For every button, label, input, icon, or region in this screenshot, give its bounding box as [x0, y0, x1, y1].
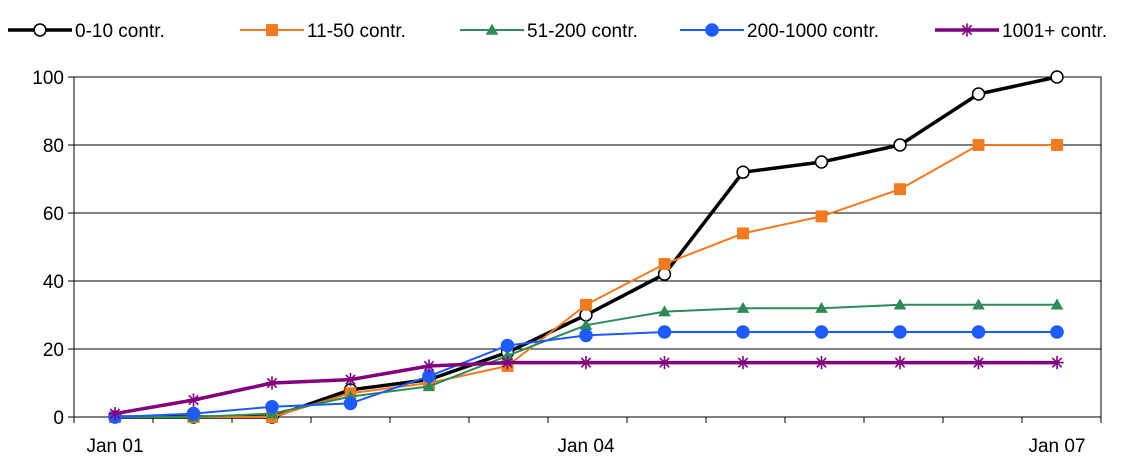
legend-item-51-200-contr: 51-200 contr.: [460, 21, 638, 42]
data-point: [422, 380, 436, 392]
data-point: [500, 355, 515, 370]
y-tick-label: 80: [43, 136, 64, 157]
x-tick-label: Jan 07: [1028, 436, 1085, 457]
legend-label: 0-10 contr.: [75, 21, 165, 42]
data-point: [422, 359, 436, 373]
data-point: [343, 396, 358, 411]
legend-label: 11-50 contr.: [307, 21, 406, 42]
data-point: [972, 298, 985, 310]
y-tick-label: 60: [43, 204, 64, 225]
data-point: [1050, 298, 1064, 310]
data-point: [579, 355, 593, 370]
data-point: [736, 325, 750, 339]
data-point: [580, 298, 592, 311]
data-point: [657, 267, 672, 281]
series-0-10-contr: [108, 70, 1064, 424]
data-point: [893, 138, 907, 152]
data-point: [815, 210, 828, 223]
y-tick-label: 100: [32, 68, 64, 89]
data-point: [814, 155, 829, 169]
legend-item-200-1000-contr: 200-1000 contr.: [680, 21, 879, 42]
data-point: [1051, 139, 1063, 151]
data-point: [265, 376, 279, 390]
data-point: [814, 325, 829, 339]
y-tick-label: 20: [43, 340, 64, 361]
data-point: [658, 258, 671, 270]
series-line: [114, 360, 1057, 416]
data-point: [737, 227, 749, 240]
legend-label: 200-1000 contr.: [747, 21, 879, 42]
data-point: [971, 355, 986, 370]
data-point: [501, 349, 514, 361]
data-point: [971, 325, 986, 339]
plot-area: [73, 76, 1102, 418]
legend-label: 51-200 contr.: [527, 21, 638, 42]
legend-item-11-50-contr: 11-50 contr.: [240, 21, 406, 42]
y-axis: 0 20 40 60 80 100: [32, 68, 74, 429]
legend-marker: [33, 23, 47, 37]
data-point: [736, 165, 750, 179]
legend-item-1001-contr: 1001+ contr.: [935, 21, 1107, 42]
x-tick-label: Jan 04: [557, 436, 614, 457]
series-200-1000-contr: [108, 325, 1064, 424]
data-point: [736, 301, 750, 313]
data-point: [893, 355, 907, 370]
y-tick-label: 0: [53, 408, 64, 429]
gridlines: [74, 144, 1101, 350]
x-tick-label: Jan 01: [86, 436, 143, 457]
legend-marker: [960, 23, 974, 37]
y-tick-label: 40: [43, 272, 64, 293]
data-point: [736, 355, 750, 370]
data-point: [893, 325, 907, 339]
data-point: [1050, 325, 1064, 339]
series-line: [114, 331, 1057, 418]
legend-marker: [266, 24, 278, 36]
legend-marker: [485, 23, 499, 35]
data-point: [579, 328, 593, 343]
legend-label: 1001+ contr.: [1002, 21, 1107, 42]
data-point: [657, 355, 672, 370]
data-point: [972, 139, 985, 151]
series-1001-contr: [108, 355, 1064, 421]
legend-item-0-10-contr: 0-10 contr.: [8, 21, 165, 42]
x-axis: Jan 01 Jan 04 Jan 07: [73, 417, 1102, 457]
data-point: [579, 318, 593, 330]
data-point: [815, 301, 828, 313]
data-point: [108, 406, 122, 421]
legend-marker: [705, 23, 719, 37]
data-point: [893, 298, 907, 310]
data-point: [894, 183, 906, 196]
data-point: [265, 400, 279, 414]
data-point: [657, 325, 672, 339]
data-point: [343, 372, 358, 387]
data-point: [658, 305, 671, 317]
series-layer: [108, 70, 1064, 424]
data-point: [814, 355, 829, 370]
data-point: [1050, 355, 1064, 370]
data-point: [500, 338, 515, 353]
data-point: [186, 393, 201, 407]
data-point: [971, 87, 986, 101]
legend: 0-10 contr. 11-50 contr. 51-200 contr. 200-…: [8, 21, 1107, 42]
data-point: [1050, 70, 1064, 84]
data-point: [186, 406, 201, 421]
